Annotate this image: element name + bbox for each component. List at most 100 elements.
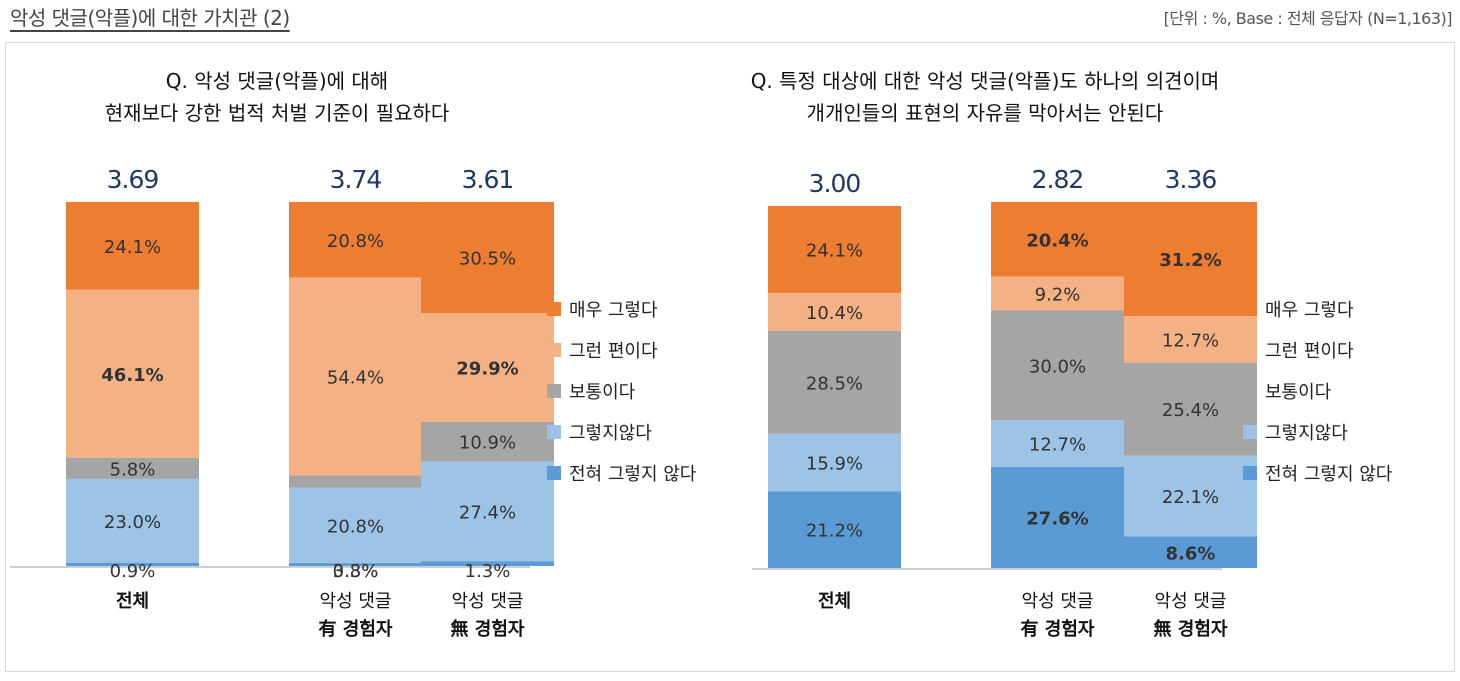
chart1-bar-segment <box>289 277 422 476</box>
chart1-bar-segment <box>421 561 554 566</box>
chart2-category-label: 無 경험자 <box>1154 618 1228 640</box>
chart2-category-label: 有 경험자 <box>1021 618 1095 640</box>
chart1-bar-segment <box>289 475 422 488</box>
chart1-mean-value: 3.74 <box>330 165 382 194</box>
chart1-legend-swatch <box>547 425 561 439</box>
chart1-bar-segment <box>66 457 199 479</box>
chart2-data-label: 22.1% <box>1162 487 1219 508</box>
chart2-category-label: 악성 댓글 <box>1155 591 1227 612</box>
chart2-legend-swatch <box>1243 343 1257 357</box>
chart2-mean-value: 3.36 <box>1165 165 1217 194</box>
chart1-legend-label: 전혀 그렇지 않다 <box>569 464 697 485</box>
chart1-data-label: 5.8% <box>110 459 156 480</box>
chart1-title-line: Q. 악성 댓글(악플)에 대해 <box>166 69 388 93</box>
chart1-title-line: 현재보다 강한 법적 처벌 기준이 필요하다 <box>105 101 450 125</box>
chart2-bar-segment <box>991 310 1124 421</box>
chart2-data-label: 10.4% <box>806 303 863 324</box>
chart2-bar-segment <box>1124 316 1257 363</box>
chart1-legend-label: 그런 편이다 <box>569 341 658 362</box>
chart1-bar-segment <box>66 562 199 566</box>
chart2-bar-segment <box>768 433 901 492</box>
chart2-legend-label: 보통이다 <box>1265 382 1332 403</box>
chart1-bar-segment <box>421 461 554 562</box>
chart2-bar-segment <box>1124 202 1257 317</box>
chart2-mean-value: 2.82 <box>1032 165 1084 194</box>
chart2-legend-swatch <box>1243 466 1257 480</box>
chart2-data-label: 30.0% <box>1029 356 1086 377</box>
chart1-data-label: 54.4% <box>327 368 384 389</box>
chart2-legend-label: 전혀 그렇지 않다 <box>1265 464 1393 485</box>
chart1-data-label: 1.3% <box>465 561 511 582</box>
chart2-data-label: 20.4% <box>1026 230 1088 251</box>
chart1-category-label: 無 경험자 <box>451 618 525 640</box>
chart1-bar-segment <box>289 487 422 564</box>
chart2-mean-value: 3.00 <box>809 169 861 198</box>
chart2-data-label: 25.4% <box>1162 400 1219 421</box>
chart1-category-label: 악성 댓글 <box>320 591 392 612</box>
chart1-data-label: 29.9% <box>456 358 518 379</box>
chart1-legend-label: 매우 그렇다 <box>569 300 658 321</box>
chart2-bar-segment <box>1124 362 1257 456</box>
chart2-legend-label: 그렇지않다 <box>1265 423 1348 444</box>
chart1-data-label: 20.8% <box>327 516 384 537</box>
chart1-data-label: 30.5% <box>459 249 516 270</box>
chart2-data-label: 31.2% <box>1159 250 1221 271</box>
chart1-data-label: 27.4% <box>459 502 516 523</box>
chart2-data-label: 15.9% <box>806 454 863 475</box>
chart2-bar-segment <box>991 466 1124 568</box>
chart2-category-label: 전체 <box>818 591 851 612</box>
chart1-data-label: 3.3% <box>333 561 379 582</box>
chart1-bar-segment <box>289 202 422 278</box>
chart1-bar-segment <box>421 202 554 314</box>
chart2-data-label: 12.7% <box>1162 330 1219 351</box>
chart2-bar-segment <box>991 202 1124 277</box>
chart1-legend-swatch <box>547 384 561 398</box>
chart2-legend-swatch <box>1243 425 1257 439</box>
chart2-bar-segment <box>768 293 901 331</box>
chart2-category-label: 악성 댓글 <box>1022 591 1094 612</box>
chart1-legend-swatch <box>547 343 561 357</box>
chart1-bar-segment <box>289 563 422 566</box>
chart2-data-label: 9.2% <box>1035 285 1081 306</box>
chart2-bar-segment <box>768 330 901 434</box>
chart1-bar-segment <box>421 421 554 462</box>
chart2-bar-segment <box>991 276 1124 311</box>
chart1-legend-swatch <box>547 302 561 316</box>
chart2-bar-segment <box>1124 455 1257 537</box>
chart2-data-label: 21.2% <box>806 521 863 542</box>
chart1-category-label: 악성 댓글 <box>452 591 524 612</box>
chart2-legend-label: 매우 그렇다 <box>1265 300 1354 321</box>
chart1-bar-segment <box>66 478 199 563</box>
chart1-legend-swatch <box>547 466 561 480</box>
chart2-legend-swatch <box>1243 302 1257 316</box>
chart1-bar-segment <box>66 289 199 458</box>
chart1-legend-label: 보통이다 <box>569 382 636 403</box>
chart2-data-label: 12.7% <box>1029 435 1086 456</box>
chart1-legend-label: 그렇지않다 <box>569 423 652 444</box>
chart1-data-label: 24.1% <box>104 237 161 258</box>
chart1-data-label: 0.8% <box>333 561 379 582</box>
chart1-category-label: 有 경험자 <box>319 618 393 640</box>
page-title: 악성 댓글(악플)에 대한 가치관 (2) <box>10 6 290 30</box>
chart1-data-label: 46.1% <box>101 365 163 386</box>
chart2-bar-segment <box>768 491 901 568</box>
chart1-data-label: 10.9% <box>459 433 516 454</box>
chart1-bar-segment <box>66 202 199 290</box>
chart2-data-label: 24.1% <box>806 241 863 262</box>
chart1-category-label: 전체 <box>116 591 149 612</box>
chart2-bar-segment <box>1124 536 1257 568</box>
chart2-data-label: 8.6% <box>1166 543 1216 564</box>
chart1-mean-value: 3.69 <box>107 165 159 194</box>
chart1-data-label: 0.9% <box>110 561 156 582</box>
chart1-data-label: 23.0% <box>104 512 161 533</box>
chart1-bar-segment <box>421 313 554 422</box>
chart1-data-label: 20.8% <box>327 231 384 252</box>
chart2-data-label: 27.6% <box>1026 508 1088 529</box>
chart1-mean-value: 3.61 <box>462 165 514 194</box>
chart2-title-line: 개개인들의 표현의 자유를 막아서는 안된다 <box>807 101 1164 125</box>
chart2-title-line: Q. 특정 대상에 대한 악성 댓글(악플)도 하나의 의견이며 <box>751 69 1220 93</box>
chart-frame <box>5 42 1455 672</box>
chart2-bar-segment <box>991 420 1124 467</box>
unit-note: [단위 : %, Base : 전체 응답자 (N=1,163)] <box>1163 9 1453 28</box>
